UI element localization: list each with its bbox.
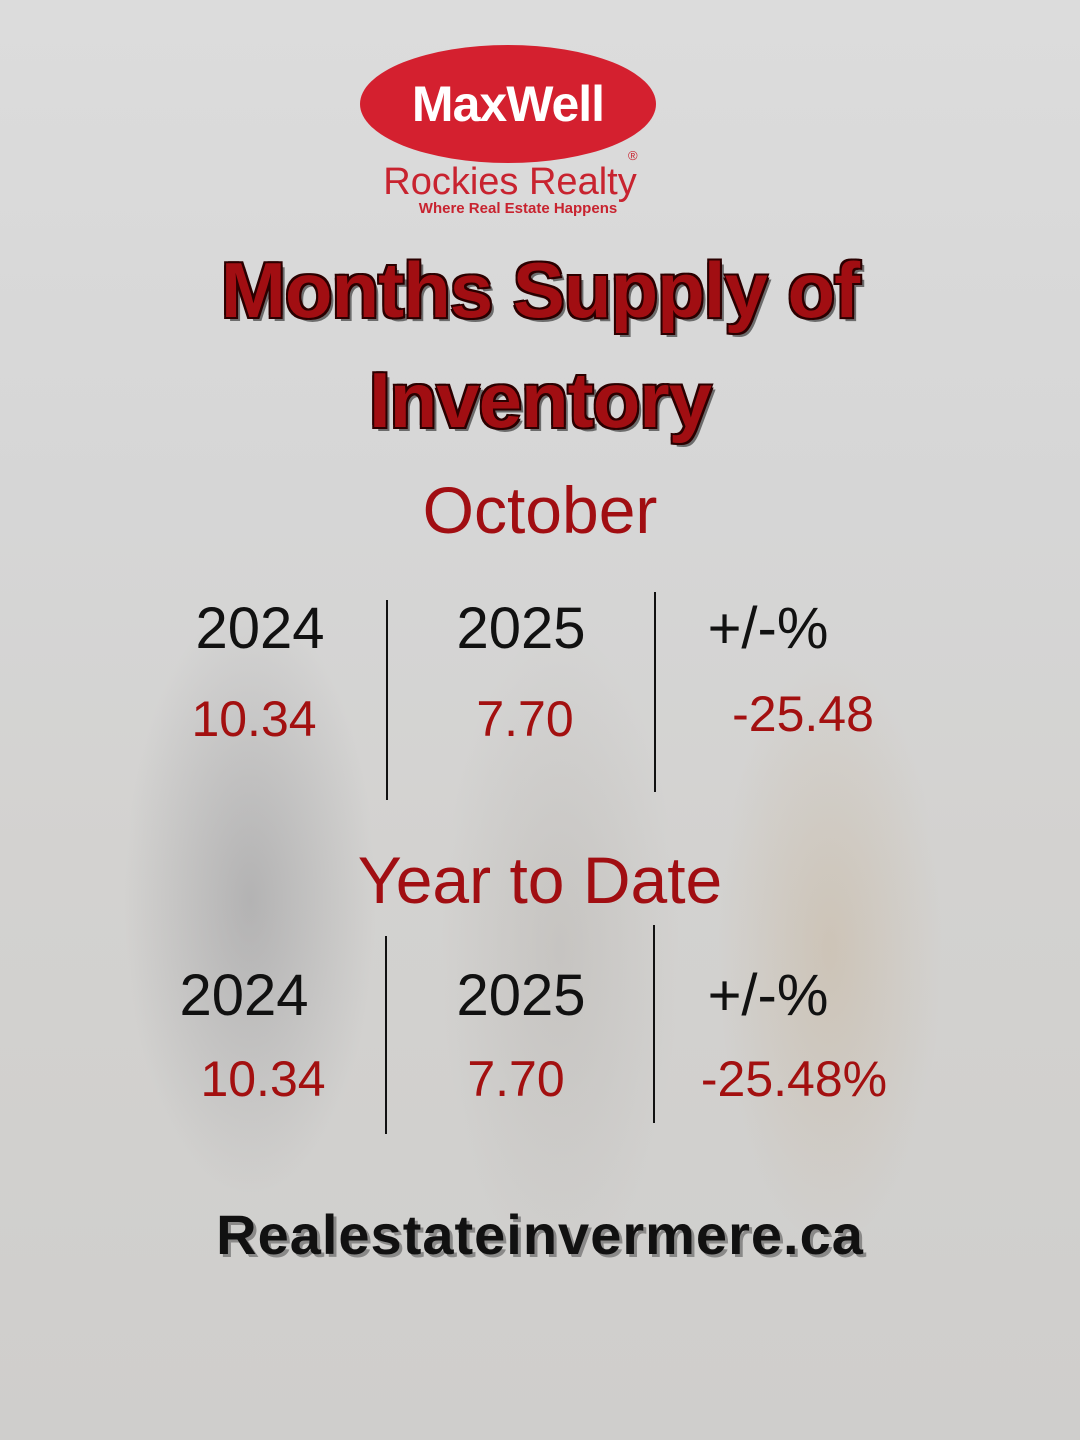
- ytd-heading: Year to Date: [357, 843, 723, 917]
- october-header-2024: 2024: [195, 596, 325, 661]
- logo-name: Rockies Realty: [383, 161, 637, 203]
- october-header-2025: 2025: [456, 596, 586, 661]
- logo-tagline: Where Real Estate Happens: [418, 200, 618, 217]
- october-value-2025: 7.70: [476, 691, 574, 747]
- ytd-header-2024: 2024: [179, 963, 309, 1028]
- logo-maxwell: MaxWell: [360, 45, 656, 163]
- logo-brand: MaxWell: [411, 76, 605, 132]
- ytd-header-change: +/-%: [707, 963, 829, 1028]
- divider: [386, 600, 388, 800]
- page-title-line2: Inventory: [368, 356, 712, 444]
- ytd-value-2024: 10.34: [200, 1051, 326, 1107]
- registered-mark: ®: [628, 148, 638, 163]
- divider: [653, 925, 655, 1123]
- october-header-change: +/-%: [707, 596, 829, 661]
- ytd-value-2025: 7.70: [467, 1051, 565, 1107]
- divider: [385, 936, 387, 1134]
- website-url: Realestateinvermere.ca: [216, 1203, 864, 1266]
- divider: [654, 592, 656, 792]
- october-heading: October: [422, 473, 658, 547]
- ytd-value-change: -25.48%: [700, 1051, 888, 1107]
- ytd-header-2025: 2025: [456, 963, 586, 1028]
- october-value-2024: 10.34: [191, 691, 317, 747]
- october-value-change: -25.48: [732, 686, 874, 742]
- page-title-line1: Months Supply of: [220, 246, 860, 334]
